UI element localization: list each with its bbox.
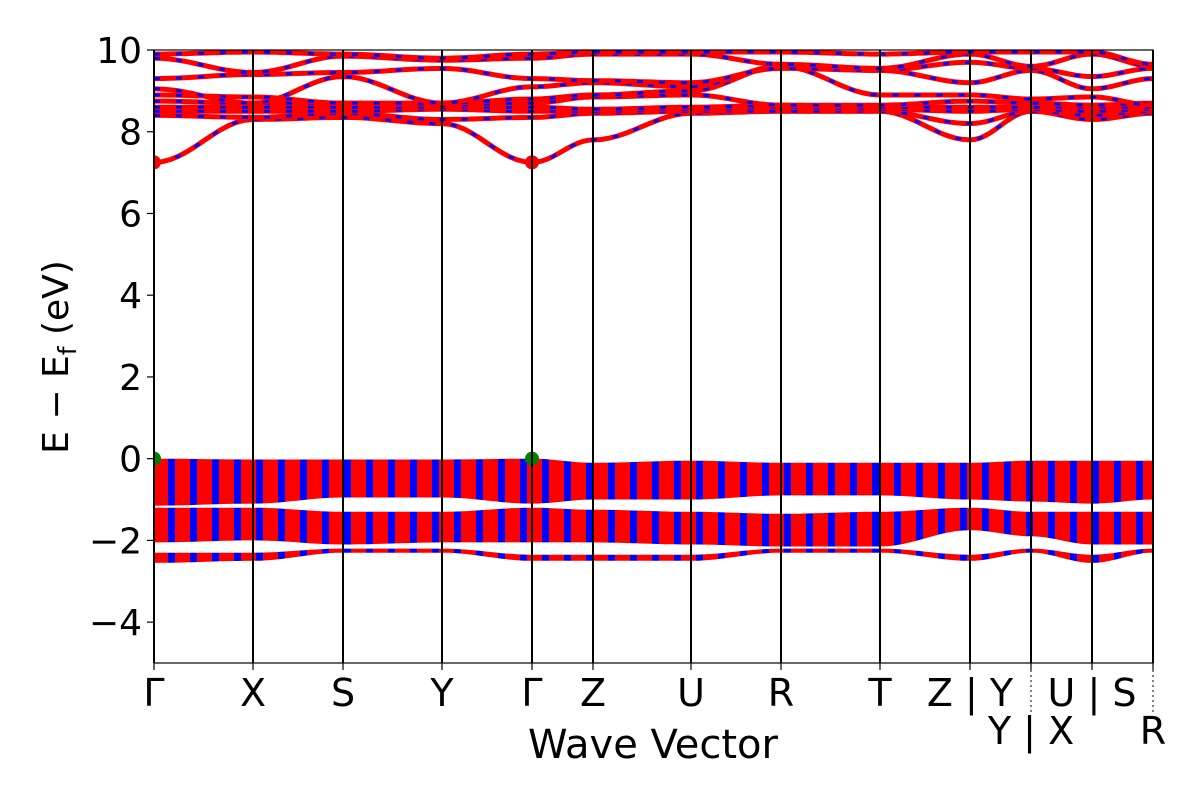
y-axis-label: E − Ef (eV): [36, 260, 82, 454]
x-tick-label: Y | X: [987, 709, 1074, 754]
bands-layer: [154, 50, 1153, 563]
x-tick-label: Y: [429, 671, 454, 715]
x-tick-label: R: [1140, 709, 1166, 753]
x-axis-label: Wave Vector: [528, 722, 779, 768]
valence-band-group-1: [154, 507, 1153, 547]
x-tick-label: S: [331, 671, 355, 715]
valence-band-group-0: [154, 458, 1153, 506]
conduction-band-3: [154, 102, 1153, 112]
y-tick-label: −2: [89, 521, 142, 562]
valence-band-group-2: [154, 548, 1153, 563]
plot-frame: [153, 49, 1154, 664]
vbm-marker: [154, 451, 161, 466]
x-tick-label: X: [240, 671, 266, 715]
x-tick-label: U | S: [1048, 671, 1137, 716]
x-tick-label: Z: [580, 671, 606, 715]
conduction-band-8: [154, 51, 1153, 76]
kpoint-lines: [153, 50, 1154, 663]
x-tick-label: T: [867, 671, 892, 715]
x-tick-label: Γ: [521, 671, 542, 715]
y-tick-label: −4: [89, 603, 142, 644]
y-tick-label: 10: [96, 31, 142, 72]
y-tick-label: 4: [119, 276, 142, 317]
conduction-band-7: [154, 59, 1153, 86]
y-tick-label: 0: [119, 440, 142, 481]
cbm-marker: [154, 155, 161, 170]
y-tick-label: 6: [119, 194, 142, 235]
x-tick-label: R: [768, 671, 794, 715]
x-tick-label: U: [677, 671, 705, 715]
x-tick-label: Z | Y: [927, 671, 1014, 716]
x-tick-label: Γ: [143, 671, 164, 715]
y-axis: −4 −2 0 2 4 6 8 10: [89, 31, 154, 644]
y-tick-label: 2: [119, 358, 142, 399]
y-tick-label: 8: [119, 113, 142, 154]
